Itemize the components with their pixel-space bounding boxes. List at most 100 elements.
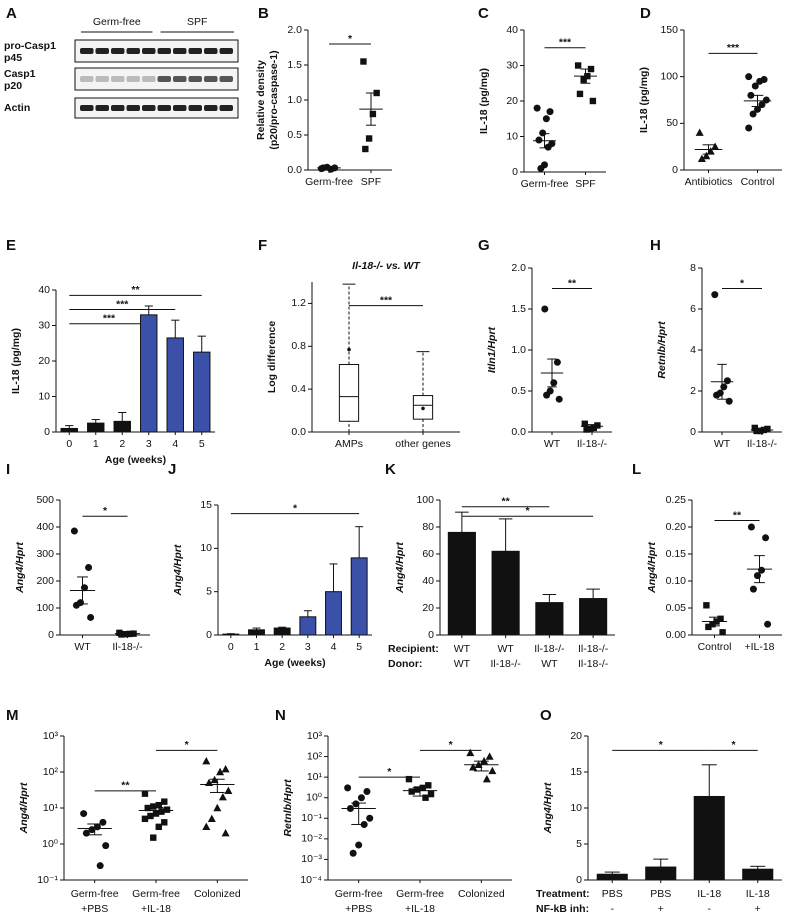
bar [87, 422, 105, 433]
significance-label: * [740, 277, 745, 289]
y-tick-label: 15 [570, 766, 582, 778]
data-point [85, 564, 93, 571]
y-tick-label: 10² [307, 750, 323, 762]
data-point [161, 819, 168, 826]
panel-letter: I [6, 461, 10, 478]
y-tick-label: 200 [36, 575, 54, 587]
significance-label: *** [103, 313, 116, 325]
y-tick-label: 40 [38, 284, 50, 296]
data-point [150, 803, 157, 810]
blot-band [188, 76, 202, 82]
x-tick-label: WT [541, 658, 558, 670]
x-tick-label: 2 [119, 438, 125, 450]
data-point [574, 62, 582, 69]
blot-band [80, 105, 94, 111]
x-tick-label: +PBS [345, 903, 372, 915]
data-point [723, 377, 731, 385]
x-tick-label: +PBS [81, 903, 108, 915]
x-tick-label: - [708, 903, 712, 915]
bar [193, 351, 211, 433]
y-tick-label: 10¹ [307, 771, 323, 783]
x-tick-label: Il-18-/- [112, 641, 143, 653]
data-point [70, 527, 78, 535]
y-tick-label: 5 [206, 585, 212, 597]
y-axis-label: Ang4/Hprt [646, 542, 658, 594]
x-tick-label: Antibiotics [685, 176, 733, 188]
category-row-label: Recipient: [388, 643, 439, 655]
bar [166, 337, 184, 433]
y-tick-label: 0.20 [666, 521, 687, 533]
bar [447, 531, 476, 636]
data-point [594, 422, 601, 429]
y-tick-label: 2.0 [511, 262, 526, 274]
data-point [702, 151, 711, 160]
blot-band [157, 76, 171, 82]
blot-band [142, 76, 156, 82]
data-point [369, 110, 377, 118]
blot-band [157, 105, 171, 111]
data-point [713, 391, 721, 399]
y-tick-label: 20 [38, 355, 50, 367]
bar [645, 866, 677, 881]
data-point [355, 841, 363, 849]
bar [299, 616, 317, 636]
blot-band [80, 48, 94, 54]
data-point [745, 124, 753, 132]
y-tick-label: 0 [512, 166, 518, 178]
data-point [118, 631, 125, 638]
significance-label: ** [733, 509, 742, 521]
blot-band [95, 48, 109, 54]
y-axis-label: Ang4/Hprt [172, 544, 184, 596]
data-point [414, 786, 421, 793]
data-point [539, 129, 547, 137]
mean-point [421, 406, 425, 411]
y-tick-label: 6 [690, 303, 696, 315]
y-tick-label: 10 [38, 390, 50, 402]
y-tick-label: 2 [690, 385, 696, 397]
blot-band [219, 105, 233, 111]
y-tick-label: 0.05 [666, 602, 687, 614]
data-point [589, 97, 597, 105]
x-tick-label: SPF [575, 178, 595, 190]
data-point [161, 798, 168, 805]
row-label: p20 [4, 80, 22, 92]
y-tick-label: 10⁻³ [301, 853, 322, 865]
data-point [224, 786, 233, 795]
blot-band [95, 76, 109, 82]
blot-band [219, 48, 233, 54]
data-point [99, 818, 107, 826]
bar [222, 633, 240, 636]
significance-label: * [525, 505, 530, 517]
x-tick-label: Control [741, 176, 775, 188]
x-tick-label: Il-18-/- [490, 658, 521, 670]
data-point [72, 601, 80, 609]
y-tick-label: 10² [43, 766, 59, 778]
bar [535, 602, 564, 636]
data-point [96, 862, 104, 870]
y-tick-label: 0.5 [511, 385, 526, 397]
y-tick-label: 10 [570, 802, 582, 814]
x-tick-label: 1 [93, 438, 99, 450]
x-tick-label: Control [698, 641, 732, 653]
y-tick-label: 100 [416, 494, 434, 506]
y-tick-label: 0.00 [666, 629, 687, 641]
data-point [537, 164, 545, 172]
box [338, 364, 360, 422]
data-point [144, 804, 151, 812]
x-tick-label: - [611, 903, 615, 915]
x-tick-label: WT [74, 641, 91, 653]
x-tick-label: 5 [356, 641, 362, 653]
y-axis-label: IL-18 (pg/mg) [638, 67, 650, 133]
data-point [163, 806, 171, 813]
bar [350, 557, 368, 636]
x-tick-label: Il-18-/- [534, 643, 565, 655]
data-point [555, 395, 563, 403]
significance-label: *** [727, 42, 740, 54]
data-point [366, 814, 374, 822]
data-point [88, 826, 96, 834]
x-tick-label: WT [497, 643, 514, 655]
y-tick-label: 10⁻¹ [37, 874, 58, 886]
panel-letter: M [6, 707, 19, 724]
data-point [720, 383, 728, 391]
data-point [747, 91, 755, 99]
